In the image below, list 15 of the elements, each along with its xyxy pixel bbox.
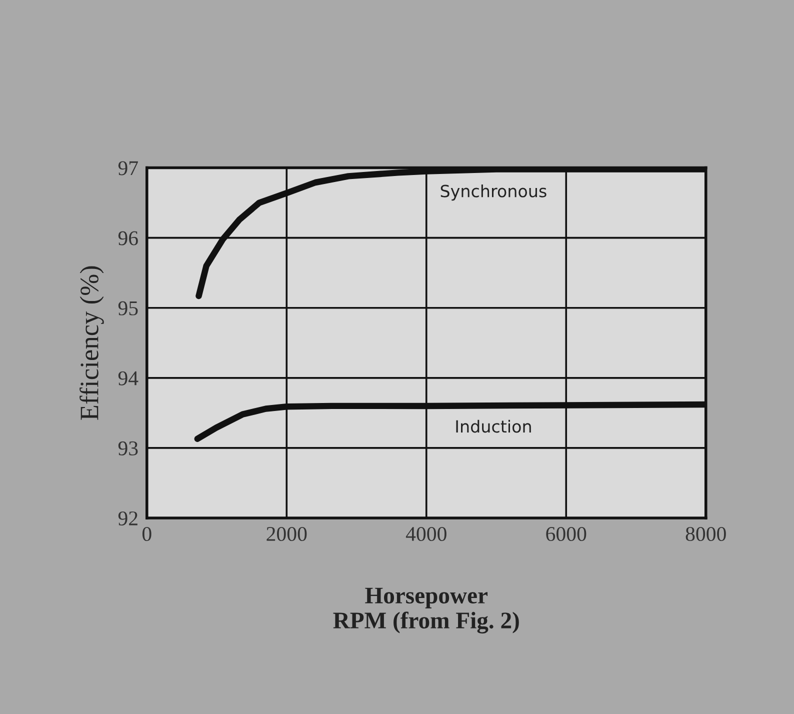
y-tick-label: 96 — [118, 231, 138, 246]
series-label: Synchronous — [440, 184, 546, 201]
x-tick-label: 0 — [142, 526, 152, 541]
y-tick-label: 94 — [118, 371, 138, 386]
x-tick-label: 6000 — [546, 526, 586, 541]
series-label: Induction — [456, 420, 531, 433]
y-axis-title: Efficiency (%) — [80, 266, 104, 420]
x-tick-label: 2000 — [266, 526, 307, 541]
y-tick-label: 93 — [118, 441, 138, 456]
y-tick-label: 92 — [118, 511, 138, 526]
y-tick-label: 95 — [118, 301, 138, 316]
x-axis-title: Horsepower RPM (from Fig. 2) — [333, 588, 519, 634]
y-tick-label: 97 — [118, 161, 138, 176]
x-tick-label: 4000 — [406, 526, 446, 541]
x-tick-label: 8000 — [686, 526, 726, 541]
